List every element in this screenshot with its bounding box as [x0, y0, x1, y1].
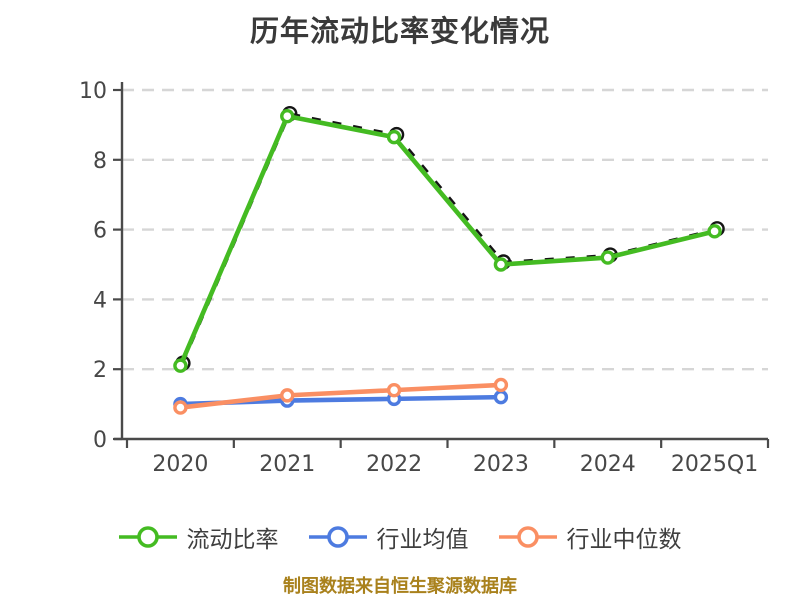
y-tick-label: 8: [93, 149, 107, 174]
plot-area: 0 2 4 6 8 10 2020 2021 2022 2023 2024 2025Q1: [79, 79, 770, 477]
x-tick-label: 2023: [473, 452, 529, 477]
y-tick-label: 2: [93, 358, 107, 383]
data-point-marker: [280, 388, 295, 403]
data-point-marker: [493, 257, 509, 272]
source-note: 制图数据来自恒生聚源数据库: [283, 576, 517, 597]
x-tick-label: 2021: [259, 452, 315, 477]
legend-label: 流动比率: [186, 527, 279, 553]
y-tick-label: 4: [93, 288, 107, 313]
legend-marker-icon: [498, 526, 557, 548]
legend-item-2: 行业中位数: [498, 520, 682, 554]
x-tick-label: 2025Q1: [671, 452, 758, 477]
axis-ticks: [113, 88, 770, 448]
data-point-marker: [707, 224, 722, 239]
x-tick-label: 2022: [366, 452, 422, 477]
series-shadow-line: [181, 112, 718, 364]
data-point-marker: [600, 250, 615, 265]
legend-label: 行业中位数: [566, 527, 682, 553]
data-point-marker: [173, 358, 188, 373]
data-point-marker: [386, 382, 402, 398]
data-point-marker: [493, 377, 509, 393]
gridlines: [122, 88, 768, 371]
data-point-marker: [386, 129, 402, 145]
data-point-marker: [173, 400, 188, 415]
y-tick-label: 0: [93, 428, 107, 453]
data-point-marker: [280, 108, 295, 124]
y-tick-label: 6: [93, 219, 107, 244]
legend-item-1: 行业均值: [308, 520, 469, 554]
legend-marker-icon: [118, 526, 177, 548]
legend-marker-icon: [308, 526, 367, 548]
chart-title: 历年流动比率变化情况: [249, 14, 550, 48]
x-tick-label: 2020: [152, 452, 208, 477]
legend: 流动比率 行业均值 行业中位数: [0, 515, 800, 559]
x-tick-label: 2024: [580, 452, 636, 477]
series-line-0: [178, 113, 717, 369]
series-line-2: [178, 382, 504, 410]
legend-item-0: 流动比率: [118, 520, 279, 554]
legend-label: 行业均值: [376, 527, 469, 553]
y-tick-label: 10: [79, 79, 107, 104]
data-point-marker: [493, 389, 509, 405]
